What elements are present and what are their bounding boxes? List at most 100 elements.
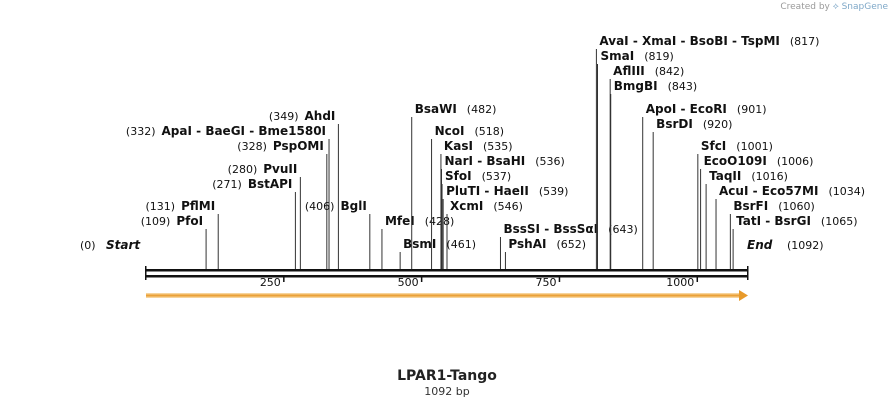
- site-position: (406): [305, 200, 335, 213]
- enzyme-name[interactable]: BaeGI: [205, 124, 245, 138]
- enzyme-name[interactable]: AflIII: [613, 64, 645, 78]
- restriction-site[interactable]: (332) ApaI - BaeGI - Bme1580I: [126, 124, 330, 269]
- restriction-site[interactable]: SfoI (537): [441, 169, 511, 269]
- enzyme-name[interactable]: ApaI: [162, 124, 192, 138]
- enzyme-name[interactable]: AvaI: [599, 34, 628, 48]
- restriction-site[interactable]: ApoI - EcoRI (901): [642, 102, 767, 269]
- enzyme-name[interactable]: TatI: [736, 214, 761, 228]
- restriction-site[interactable]: (328) PspOMI: [237, 139, 328, 269]
- site-label: (349) AhdI: [269, 109, 335, 123]
- enzyme-name[interactable]: BglI: [340, 199, 366, 213]
- enzyme-name[interactable]: BssSI: [503, 222, 540, 236]
- enzyme-name[interactable]: BsrDI: [656, 117, 693, 131]
- enzyme-name[interactable]: BsrFI: [733, 199, 768, 213]
- enzyme-name[interactable]: Eco57MI: [762, 184, 819, 198]
- site-label: ApoI - EcoRI (901): [646, 102, 767, 116]
- enzyme-name[interactable]: PshAI: [508, 237, 546, 251]
- site-label: BsrDI (920): [656, 117, 732, 131]
- enzyme-name[interactable]: MfeI: [385, 214, 415, 228]
- enzyme-name[interactable]: BsaWI: [415, 102, 457, 116]
- enzyme-name[interactable]: SfoI: [445, 169, 472, 183]
- restriction-site[interactable]: (349) AhdI: [269, 109, 339, 269]
- site-label: TatI - BsrGI (1065): [736, 214, 857, 228]
- site-position: (643): [608, 223, 638, 236]
- enzyme-name[interactable]: TaqII: [709, 169, 741, 183]
- enzyme-name[interactable]: BsaHI: [486, 154, 525, 168]
- restriction-site[interactable]: BsrDI (920): [652, 117, 732, 269]
- site-label: BsaWI (482): [415, 102, 497, 116]
- enzyme-name[interactable]: BstAPI: [248, 177, 293, 191]
- site-position: (428): [425, 215, 455, 228]
- restriction-site[interactable]: BsrFI (1060): [729, 199, 815, 269]
- enzyme-name[interactable]: HaeII: [494, 184, 529, 198]
- restriction-site[interactable]: BmgBI (843): [610, 79, 697, 269]
- restriction-map: (109) PfoI(131) PflMI (271) BstAPI(280) PvuII…: [80, 34, 865, 301]
- enzyme-name[interactable]: Bme1580I: [258, 124, 326, 138]
- restriction-site[interactable]: NcoI (518): [431, 124, 504, 269]
- enzyme-name[interactable]: NarI: [444, 154, 473, 168]
- restriction-site[interactable]: AflIII (842): [609, 64, 684, 269]
- enzyme-name[interactable]: AhdI: [305, 109, 336, 123]
- restriction-site[interactable]: AvaI - XmaI - BsoBI - TspMI (817): [595, 34, 819, 269]
- enzyme-name[interactable]: NcoI: [435, 124, 465, 138]
- enzyme-name[interactable]: PvuII: [263, 162, 297, 176]
- site-label: BmgBI (843): [614, 79, 697, 93]
- enzyme-name[interactable]: PluTI: [446, 184, 480, 198]
- site-label: (131) PflMI: [146, 199, 216, 213]
- site-label: NcoI (518): [435, 124, 504, 138]
- scale-tick-label: 250: [260, 276, 281, 289]
- enzyme-name[interactable]: ApoI: [646, 102, 677, 116]
- enzyme-name[interactable]: XcmI: [450, 199, 483, 213]
- site-position: (539): [539, 185, 569, 198]
- restriction-site[interactable]: (131) PflMI: [146, 199, 219, 269]
- restriction-site[interactable]: KasI (535): [440, 139, 513, 269]
- enzyme-name[interactable]: PflMI: [181, 199, 215, 213]
- site-label: KasI (535): [444, 139, 513, 153]
- restriction-site[interactable]: TaqII (1016): [705, 169, 788, 269]
- restriction-site[interactable]: AcuI - Eco57MI (1034): [715, 184, 865, 269]
- site-position: (535): [483, 140, 513, 153]
- map-length: 1092 bp: [424, 385, 470, 398]
- site-separator: -: [192, 124, 205, 138]
- restriction-site[interactable]: (280) PvuII: [228, 162, 301, 269]
- restriction-site[interactable]: (271) BstAPI: [212, 177, 296, 269]
- site-label: (328) PspOMI: [237, 139, 324, 153]
- restriction-site[interactable]: SfcI (1001): [697, 139, 773, 269]
- enzyme-name[interactable]: BsoBI: [690, 34, 728, 48]
- enzyme-name[interactable]: BssSαI: [553, 222, 598, 236]
- site-position: (901): [737, 103, 767, 116]
- restriction-site[interactable]: PshAI (652): [504, 237, 586, 269]
- restriction-site[interactable]: BsaWI (482): [411, 102, 497, 269]
- enzyme-name[interactable]: EcoRI: [690, 102, 727, 116]
- enzyme-name[interactable]: AcuI: [719, 184, 748, 198]
- restriction-site[interactable]: PluTI - HaeII (539): [442, 184, 568, 269]
- enzyme-name[interactable]: SmaI: [601, 49, 635, 63]
- enzyme-name[interactable]: BmgBI: [614, 79, 658, 93]
- site-position: (652): [556, 238, 586, 251]
- site-position: (461): [446, 238, 476, 251]
- site-position: (920): [703, 118, 733, 131]
- map-title: LPAR1-Tango: [397, 368, 497, 384]
- site-position: (131): [146, 200, 176, 213]
- site-position: (536): [535, 155, 565, 168]
- site-label: PluTI - HaeII (539): [446, 184, 568, 198]
- site-separator: -: [676, 34, 689, 48]
- restriction-site[interactable]: TatI - BsrGI (1065): [732, 214, 858, 269]
- enzyme-name[interactable]: PspOMI: [273, 139, 324, 153]
- enzyme-name[interactable]: KasI: [444, 139, 473, 153]
- enzyme-name[interactable]: SfcI: [701, 139, 726, 153]
- restriction-site[interactable]: SmaI (819): [597, 49, 674, 269]
- enzyme-name[interactable]: EcoO109I: [704, 154, 767, 168]
- enzyme-name[interactable]: PfoI: [176, 214, 203, 228]
- restriction-site[interactable]: (109) PfoI: [141, 214, 207, 269]
- restriction-site[interactable]: EcoO109I (1006): [700, 154, 814, 269]
- site-label: AvaI - XmaI - BsoBI - TspMI (817): [599, 34, 819, 48]
- restriction-site[interactable]: (406) BglI: [305, 199, 371, 269]
- restriction-site[interactable]: BssSI - BssSαI (643): [499, 222, 638, 269]
- feature-arrow[interactable]: [146, 290, 748, 301]
- restriction-site[interactable]: NarI - BsaHI (536): [440, 154, 565, 269]
- enzyme-name[interactable]: TspMI: [741, 34, 780, 48]
- restriction-site[interactable]: XcmI (546): [446, 199, 523, 269]
- enzyme-name[interactable]: BsrGI: [774, 214, 811, 228]
- enzyme-name[interactable]: XmaI: [642, 34, 676, 48]
